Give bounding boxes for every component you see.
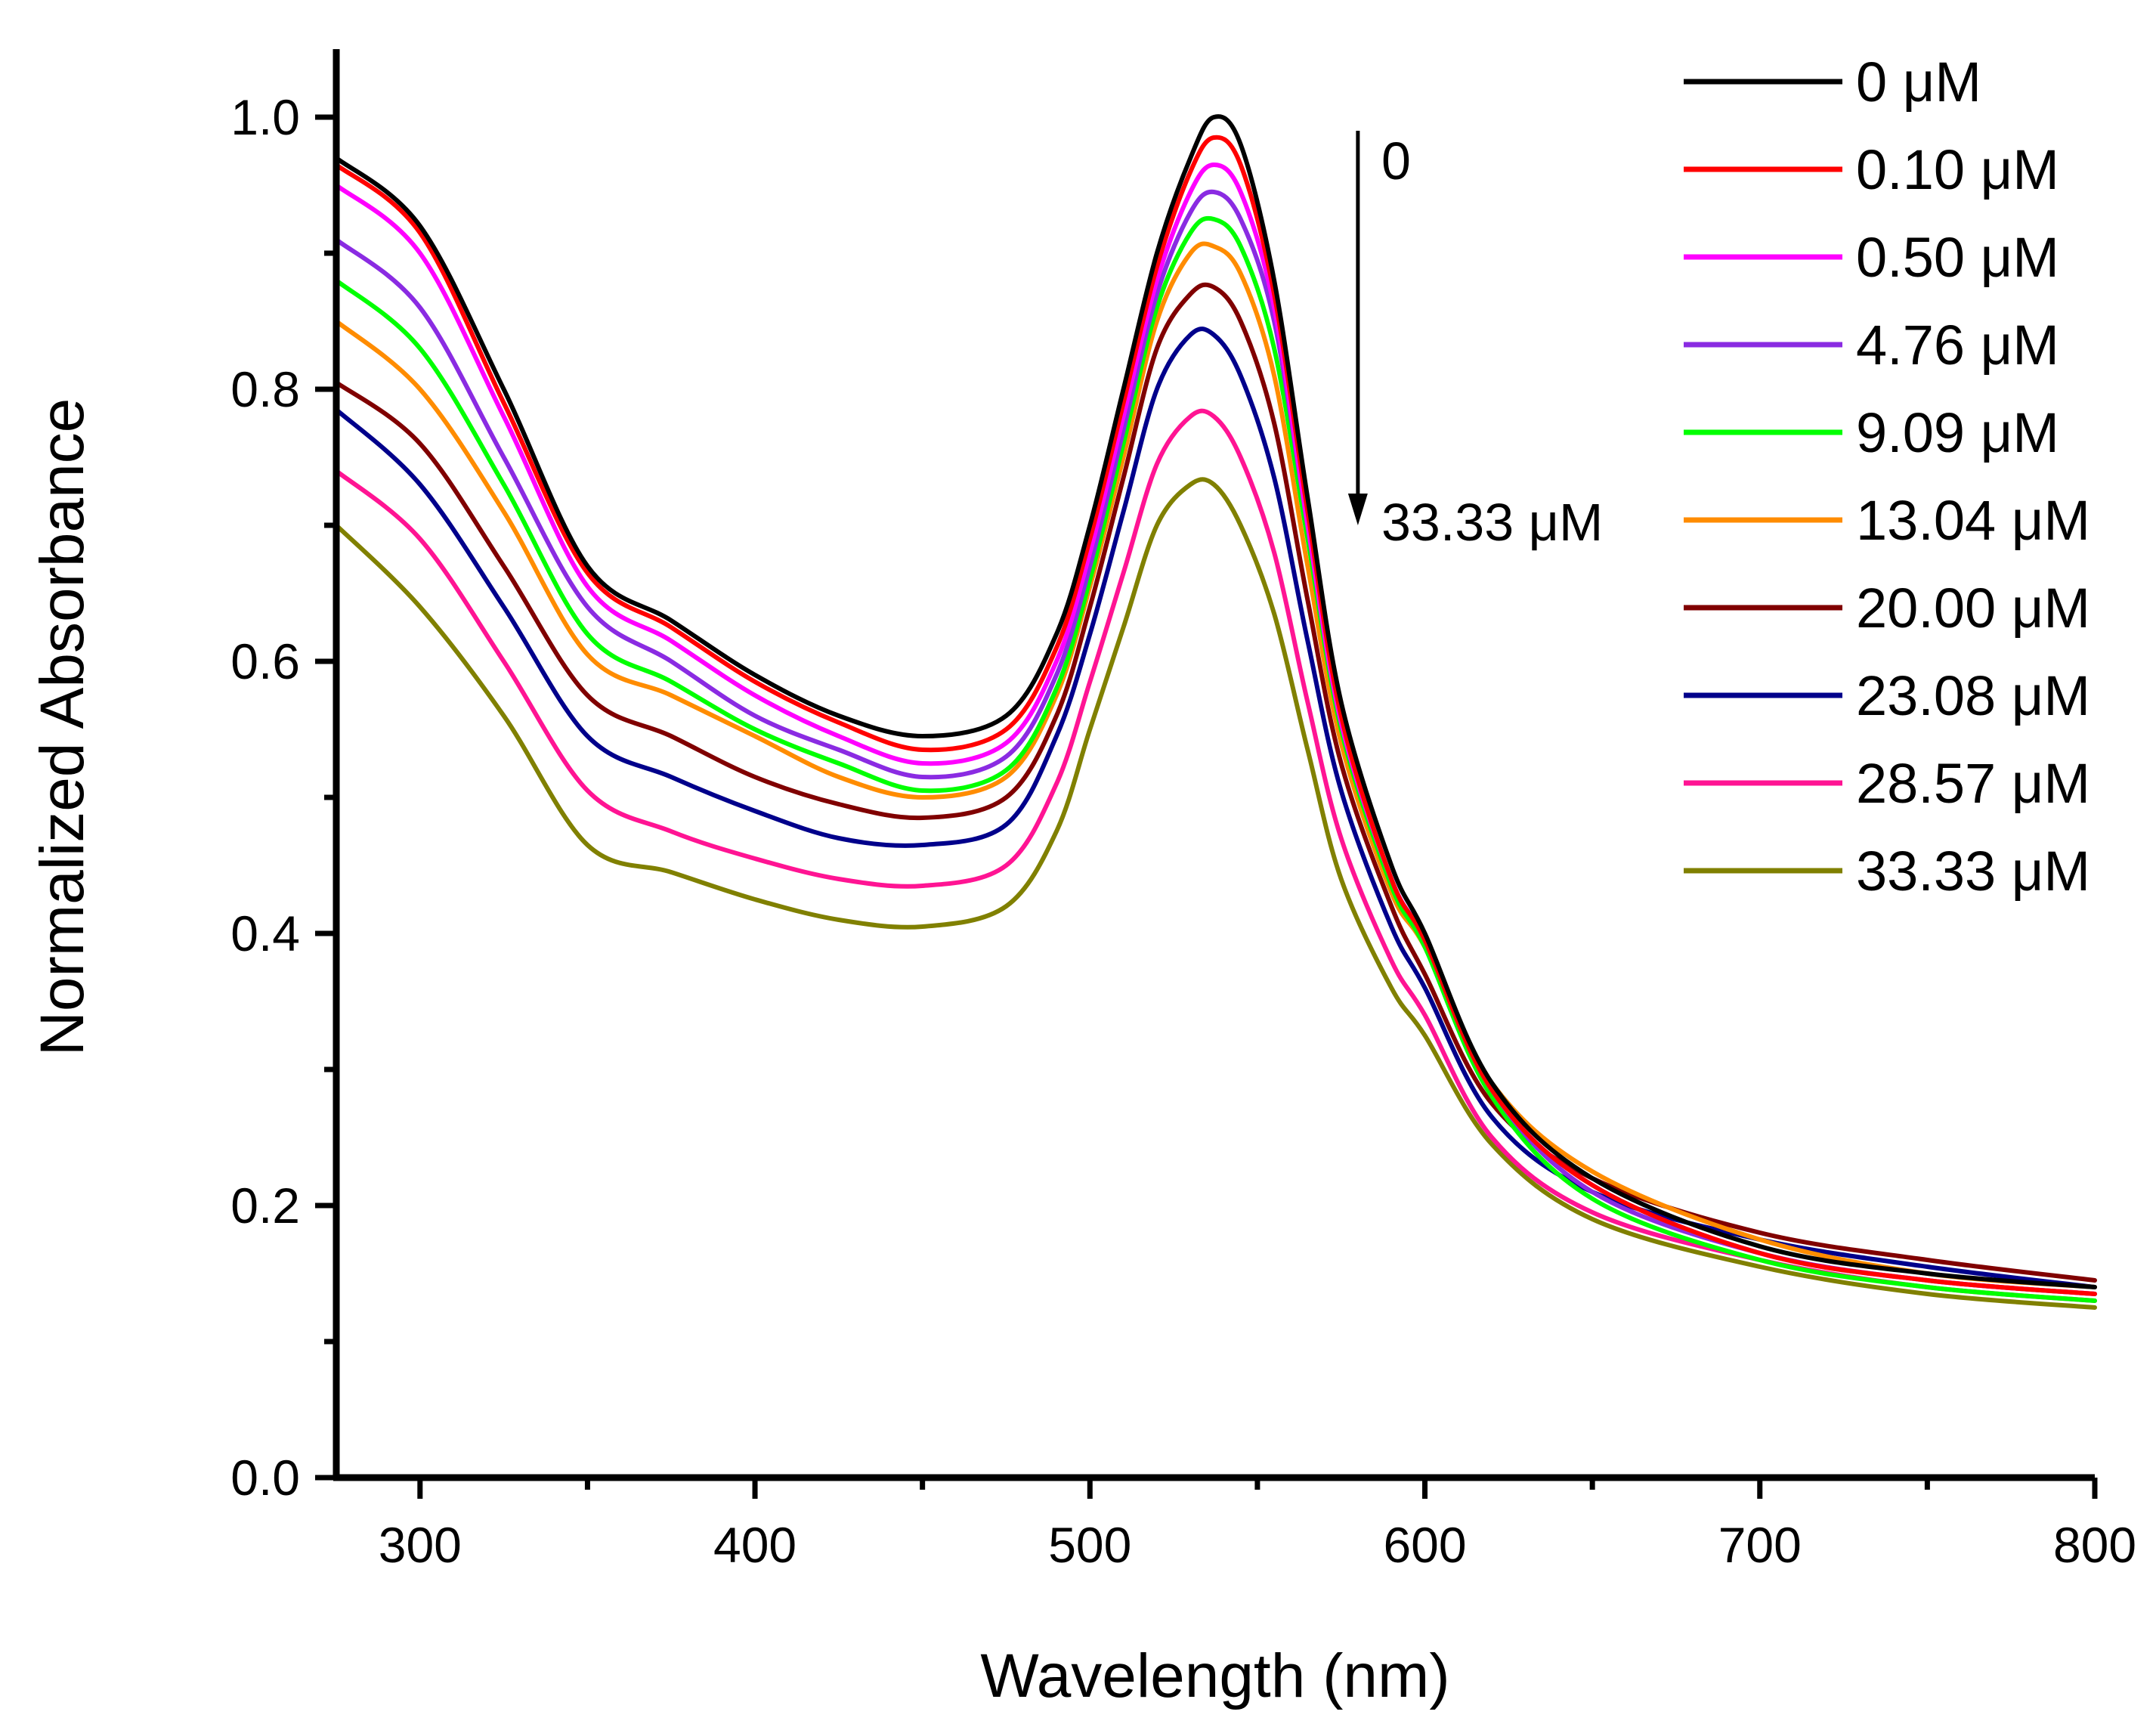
x-tick-label: 600 xyxy=(1383,1517,1466,1573)
series-line-1 xyxy=(334,135,2097,1296)
annotation-end-label: 33.33 μM xyxy=(1381,493,1603,552)
ticks-layer: 300 400 500 600 700 800 0.0 0.2 0.4 0.6 0.8 1.0 xyxy=(230,89,2136,1573)
legend-label-5: 13.04 μM xyxy=(1856,489,2090,552)
legend-label-1: 0.10 μM xyxy=(1856,138,2059,201)
legend-label-2: 0.50 μM xyxy=(1856,226,2059,289)
x-tick-label: 800 xyxy=(2053,1517,2136,1573)
y-tick-label: 0.6 xyxy=(230,633,300,689)
legend-label-9: 33.33 μM xyxy=(1856,840,2090,902)
legend-label-0: 0 μM xyxy=(1856,51,1981,113)
x-tick-label: 300 xyxy=(379,1517,462,1573)
legend: 0 μM 0.10 μM 0.50 μM 4.76 μM 9.09 μM 13.04 μM… xyxy=(1684,51,2090,902)
annotation-start-label: 0 xyxy=(1381,132,1411,190)
series-line-8 xyxy=(334,408,2097,1303)
x-axis-title: Wavelength (nm) xyxy=(980,1642,1449,1710)
y-tick-label: 1.0 xyxy=(230,89,300,145)
legend-label-7: 23.08 μM xyxy=(1856,664,2090,727)
series-line-3 xyxy=(334,189,2097,1296)
legend-label-8: 28.57 μM xyxy=(1856,752,2090,815)
y-tick-label: 0.4 xyxy=(230,905,300,961)
y-tick-label: 0.2 xyxy=(230,1178,300,1233)
series-line-4 xyxy=(334,215,2097,1303)
legend-label-4: 9.09 μM xyxy=(1856,401,2059,464)
x-tick-label: 400 xyxy=(713,1517,797,1573)
y-tick-label: 0.8 xyxy=(230,361,300,417)
series-line-0 xyxy=(334,114,2097,1289)
series-layer xyxy=(334,114,2097,1310)
series-line-7 xyxy=(334,327,2097,1289)
concentration-annotation: 0 33.33 μM xyxy=(1347,131,1603,552)
legend-label-6: 20.00 μM xyxy=(1856,577,2090,639)
axes-layer xyxy=(333,49,2095,1481)
legend-label-3: 4.76 μM xyxy=(1856,314,2059,376)
series-line-9 xyxy=(334,477,2097,1310)
x-tick-label: 500 xyxy=(1048,1517,1131,1573)
x-tick-label: 700 xyxy=(1718,1517,1802,1573)
y-axis-title: Normalized Absorbance xyxy=(28,398,97,1057)
annotation-arrowhead xyxy=(1347,494,1368,525)
y-tick-label: 0.0 xyxy=(230,1450,300,1506)
series-line-5 xyxy=(334,241,2097,1289)
